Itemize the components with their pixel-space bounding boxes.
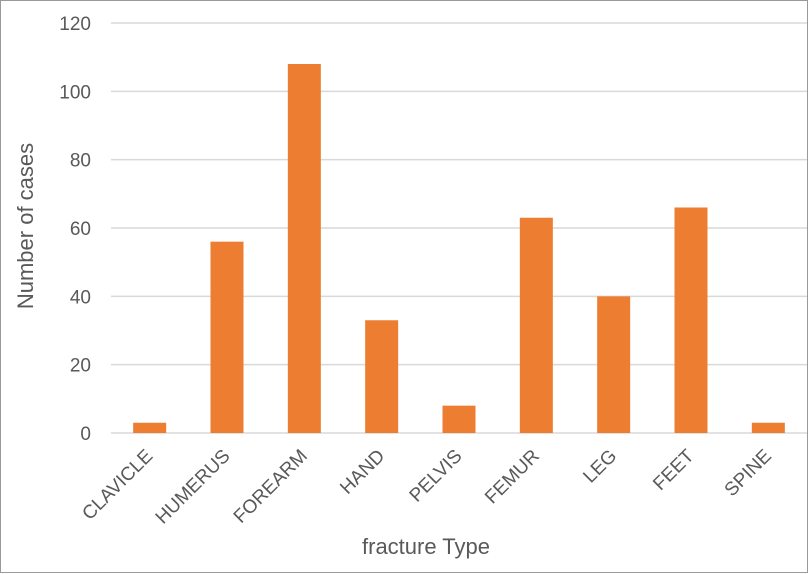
x-tick-label-pelvis: PELVIS [406, 446, 467, 507]
y-tick-labels: 0 20 40 60 80 100 120 [59, 14, 91, 445]
bar-pelvis [442, 405, 476, 433]
bar-forearm [287, 64, 321, 433]
x-tick-label-feet: FEET [649, 445, 698, 494]
x-tick-label-clavicle: CLAVICLE [78, 446, 157, 525]
x-tick-label-spine: SPINE [721, 446, 776, 501]
bar-hand [365, 320, 399, 433]
y-tick-label: 0 [80, 424, 91, 445]
bar-humerus [210, 241, 244, 433]
x-tick-label-hand: HAND [336, 446, 389, 499]
bar-clavicle [133, 422, 167, 433]
bar-leg [597, 296, 631, 433]
y-tick-label: 20 [70, 356, 91, 377]
y-axis-title: Number of cases [13, 143, 38, 309]
bar-femur [519, 217, 553, 433]
y-tick-label: 120 [59, 14, 91, 35]
bar-feet [674, 207, 708, 433]
bar-spine [751, 422, 785, 433]
x-axis-title: fracture Type [362, 534, 490, 559]
y-tick-label: 100 [59, 82, 91, 103]
x-tick-label-forearm: FOREARM [230, 446, 312, 528]
y-tick-label: 40 [70, 287, 91, 308]
y-tick-label: 80 [70, 151, 91, 172]
x-tick-label-leg: LEG [579, 446, 621, 488]
x-tick-label-femur: FEMUR [481, 446, 544, 509]
y-tick-label: 60 [70, 219, 91, 240]
bars [133, 64, 785, 433]
x-tick-label-humerus: HUMERUS [152, 446, 235, 529]
